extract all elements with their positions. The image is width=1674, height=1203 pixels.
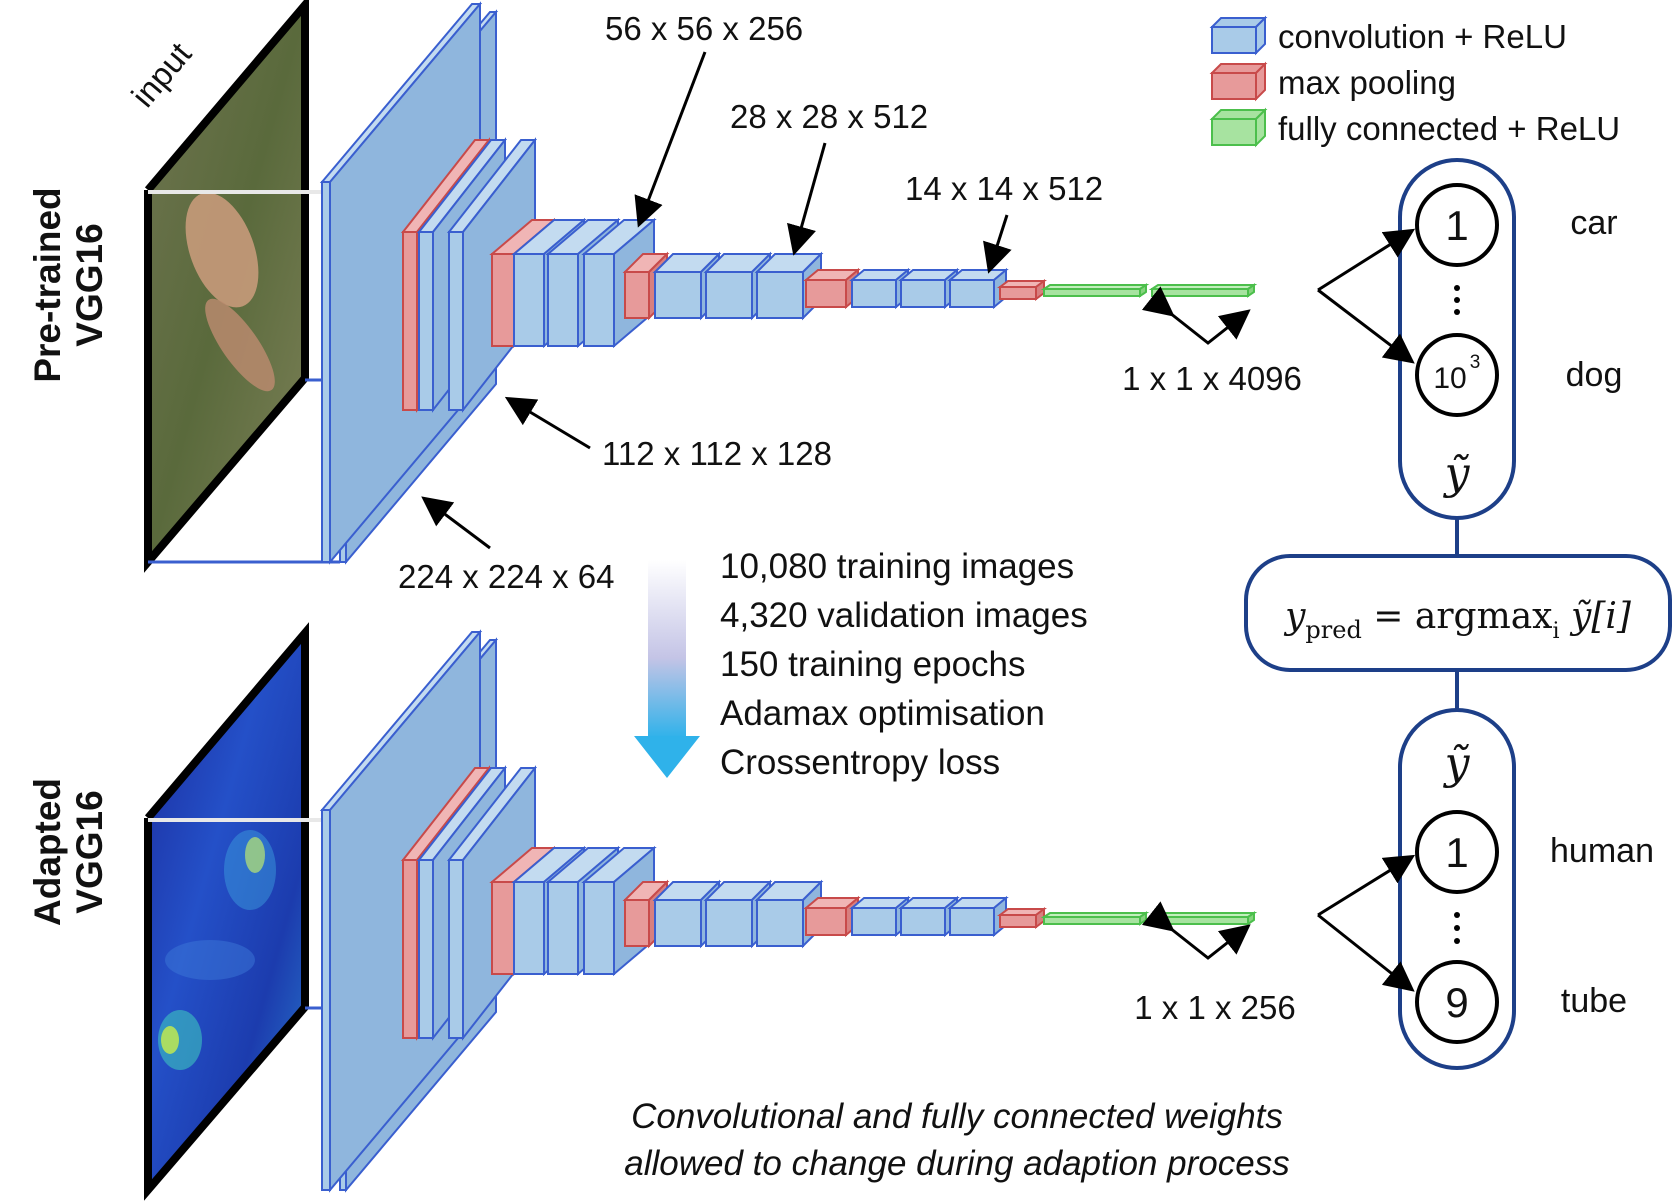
dim-14-label: 14 x 14 x 512 <box>905 170 1103 207</box>
conv-layer-block <box>898 895 960 938</box>
training-setting-item: 150 training epochs <box>720 645 1026 684</box>
dim-fc-top: 1 x 1 x 4096 <box>1122 286 1302 397</box>
conv-layer-block <box>849 895 911 938</box>
top-node-first-label: 1 <box>1445 202 1468 249</box>
conv-layer-block <box>849 267 911 310</box>
fc-layer-block <box>1040 283 1150 298</box>
transfer-arrow <box>634 560 700 778</box>
conv-layer-block <box>947 895 1009 938</box>
legend-item: max pooling <box>1209 61 1456 102</box>
fc-layer-block <box>1148 911 1258 926</box>
bottom-layer-blocks <box>319 629 1258 1193</box>
caption-line2: allowed to change during adaption proces… <box>624 1144 1289 1183</box>
fc-layer-block <box>1148 283 1258 298</box>
bottom-row-label: Adapted VGG16 <box>27 778 110 926</box>
top-class-last: dog <box>1566 356 1623 394</box>
legend-label: max pooling <box>1278 64 1456 101</box>
top-row-label: Pre-trained VGG16 <box>27 187 110 382</box>
bottom-ytilde: ỹ <box>1443 738 1471 789</box>
dim-14: 14 x 14 x 512 <box>905 170 1103 274</box>
top-node-last-exp: 3 <box>1470 352 1481 373</box>
legend-item: convolution + ReLU <box>1209 15 1567 56</box>
bottom-node-last-label: 9 <box>1445 979 1468 1026</box>
bottom-node-last <box>1415 960 1499 1044</box>
training-settings: 10,080 training images 4,320 validation i… <box>720 547 1088 782</box>
dim-56: 56 x 56 x 256 <box>605 10 803 228</box>
dim-28-label: 28 x 28 x 512 <box>730 98 928 135</box>
bottom-output-layer: ỹ 1 9 <box>1398 708 1516 1070</box>
dim-224-label: 224 x 224 x 64 <box>398 558 615 595</box>
dim-56-label: 56 x 56 x 256 <box>605 10 803 47</box>
input-photo <box>144 0 340 573</box>
training-setting-item: 4,320 validation images <box>720 596 1088 635</box>
input-spectrogram <box>144 622 340 1201</box>
top-ytilde: ỹ <box>1443 448 1471 499</box>
bottom-row-label-line2: VGG16 <box>69 790 110 913</box>
legend-swatch <box>1211 26 1257 54</box>
pool-layer-block <box>997 907 1047 929</box>
legend-item: fully connected + ReLU <box>1209 107 1620 148</box>
dim-fc-top-label: 1 x 1 x 4096 <box>1122 360 1302 397</box>
dim-224: 224 x 224 x 64 <box>398 496 615 595</box>
dim-fc-bottom: 1 x 1 x 256 <box>1134 901 1296 1026</box>
dim-fc-bottom-label: 1 x 1 x 256 <box>1134 989 1295 1026</box>
pool-layer-block <box>803 895 861 938</box>
caption-line1: Convolutional and fully connected weight… <box>631 1097 1283 1136</box>
top-class-first: car <box>1570 204 1617 242</box>
top-node-last <box>1415 333 1499 417</box>
input-label: input <box>124 35 198 114</box>
top-output-layer: 1 10 3 ỹ <box>1398 158 1516 520</box>
top-layer-blocks <box>319 1 1258 565</box>
top-node-first <box>1415 183 1499 267</box>
top-node-last-base: 10 <box>1433 362 1466 395</box>
legend: convolution + ReLU max pooling fully conne… <box>1209 15 1620 148</box>
fc-layer-block <box>1040 911 1150 926</box>
conv-layer-block <box>947 267 1009 310</box>
conv-layer-block <box>754 251 824 321</box>
argmax-formula: ypred = argmaxi ỹ[i] <box>1283 596 1632 644</box>
legend-swatch <box>1211 72 1257 100</box>
dim-112: 112 x 112 x 128 <box>504 396 832 472</box>
conv-layer-block <box>898 267 960 310</box>
legend-label: convolution + ReLU <box>1278 18 1567 55</box>
bottom-class-first: human <box>1550 832 1654 870</box>
bottom-row-label-line1: Adapted <box>27 778 68 926</box>
dim-28: 28 x 28 x 512 <box>730 98 928 256</box>
pool-layer-block <box>803 267 861 310</box>
dim-112-label: 112 x 112 x 128 <box>602 435 832 472</box>
training-setting-item: Adamax optimisation <box>720 694 1045 733</box>
legend-swatch <box>1211 118 1257 146</box>
bottom-node-first <box>1415 810 1499 894</box>
top-row-label-line1: Pre-trained <box>27 187 68 382</box>
argmax-formula-box: ypred = argmaxi ỹ[i] <box>1244 554 1672 672</box>
bottom-class-last: tube <box>1561 982 1627 1020</box>
bottom-network: 1 x 1 x 256 ỹ 1 9 human tube <box>144 622 1654 1201</box>
training-setting-item: Crossentropy loss <box>720 743 1000 782</box>
training-setting-item: 10,080 training images <box>720 547 1074 586</box>
legend-label: fully connected + ReLU <box>1278 110 1620 147</box>
top-row-label-line2: VGG16 <box>69 223 110 346</box>
top-network: 224 x 224 x 64 112 x 112 x 128 56 x 56 x… <box>144 0 1623 595</box>
pool-layer-block <box>997 279 1047 301</box>
bottom-node-first-label: 1 <box>1445 829 1468 876</box>
